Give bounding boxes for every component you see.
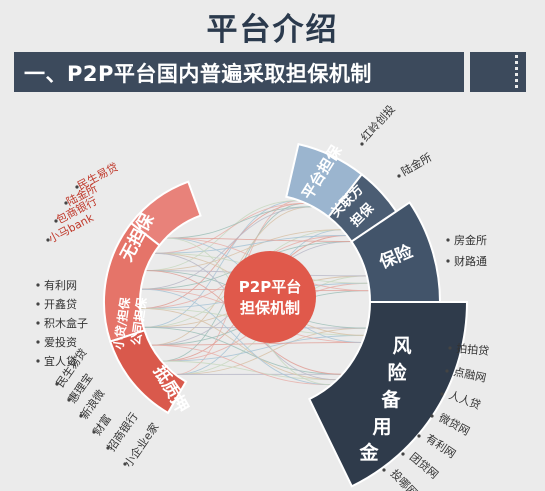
connection-line: [165, 237, 352, 243]
bullet-dot: [397, 174, 401, 178]
bullet-dot: [445, 369, 449, 373]
list-loan-guarantee: 有利网 开鑫贷 积木盒子 爱投资 宜人贷: [44, 278, 88, 368]
bullet-dot: [92, 430, 96, 434]
connection-line: [145, 200, 299, 271]
connection-line: [140, 288, 332, 386]
connection-line: [143, 326, 343, 375]
label-risk-char-2: 险: [387, 361, 407, 384]
bullet-dot: [67, 398, 71, 402]
bullet-dot: [401, 452, 405, 456]
segment-risk-reserve: [308, 301, 469, 488]
list-no-guarantee: 民生易贷 陆金所 包商银行 小马bank: [46, 160, 120, 246]
list-item: 财路通: [454, 254, 487, 268]
bullet-dot: [417, 434, 421, 438]
connection-line: [143, 200, 299, 328]
connection-line: [150, 342, 363, 346]
bullet-dot: [54, 219, 58, 223]
bullet-dot: [430, 414, 434, 418]
bullet-dot: [446, 259, 450, 263]
bullet-dot: [75, 185, 79, 189]
bullet-dot: [123, 462, 127, 466]
center-line2: 担保机制: [240, 299, 300, 317]
bullet-dot: [46, 238, 50, 242]
connection-line: [161, 334, 365, 362]
list-item: 团贷网: [407, 450, 441, 482]
label-risk-char-1: 风: [392, 335, 411, 357]
connection-line: [165, 206, 313, 239]
list-item: 有利网: [423, 431, 458, 461]
connection-line: [140, 307, 338, 381]
list-item: 投哪网: [388, 466, 421, 491]
bullet-dot: [448, 346, 452, 350]
bullet-dot: [79, 414, 83, 418]
segment-collateral: [109, 329, 188, 415]
connection-line: [161, 360, 338, 381]
list-item: 红岭创投: [358, 102, 398, 144]
center-circle: [224, 251, 316, 343]
page-title: 平台介绍: [206, 12, 339, 48]
banner-dots: [515, 55, 518, 89]
list-item: 开鑫贷: [44, 297, 77, 311]
label-risk-char-3: 备: [380, 388, 401, 411]
label-loan-guarantee-2: 公司担保: [128, 296, 150, 347]
segment-no-guarantee: [129, 180, 202, 247]
bullet-dot: [64, 201, 68, 205]
list-item: 爱投资: [44, 335, 77, 349]
connection-line: [140, 202, 306, 309]
bullet-dot: [36, 321, 40, 325]
bullet-dot: [360, 142, 364, 146]
list-item: 房金所: [454, 233, 487, 247]
bullet-dots: [36, 142, 452, 472]
connection-line: [145, 229, 343, 271]
list-item: 财富: [90, 412, 114, 438]
list-item: 微贷网: [437, 410, 473, 438]
list-item: 宜人贷: [44, 354, 77, 368]
bullet-dot: [440, 392, 444, 396]
bullet-dot: [36, 283, 40, 287]
bullet-dot: [106, 446, 110, 450]
list-item: 陆金所: [399, 150, 435, 179]
list-item: 点融网: [452, 365, 487, 385]
list-item: 人人贷: [447, 388, 483, 412]
connection-line: [153, 202, 306, 254]
banner-bar: [14, 52, 464, 92]
list-item: 积木盒子: [44, 316, 88, 330]
connection-line: [150, 344, 332, 386]
segment-loan-guarantee: [103, 221, 161, 343]
bullet-dot: [55, 382, 59, 386]
bullet-dot: [382, 468, 386, 472]
list-item: 拍拍贷: [456, 341, 490, 358]
banner-heading: 一、P2P平台国内普遍采取担保机制: [24, 62, 372, 86]
bullet-dot: [36, 302, 40, 306]
connection-line: [175, 327, 367, 375]
connection-line: [153, 235, 348, 254]
label-risk-char-5: 金: [358, 441, 379, 464]
connection-line: [140, 206, 313, 290]
label-risk-char-4: 用: [372, 416, 391, 438]
list-item: 有利网: [44, 278, 77, 292]
label-loan-guarantee-1: 小贷/担保: [110, 295, 132, 350]
bullet-dot: [446, 238, 450, 242]
center-line1: P2P平台: [239, 278, 301, 296]
bullet-dot: [36, 340, 40, 344]
bullet-dot: [36, 359, 40, 363]
